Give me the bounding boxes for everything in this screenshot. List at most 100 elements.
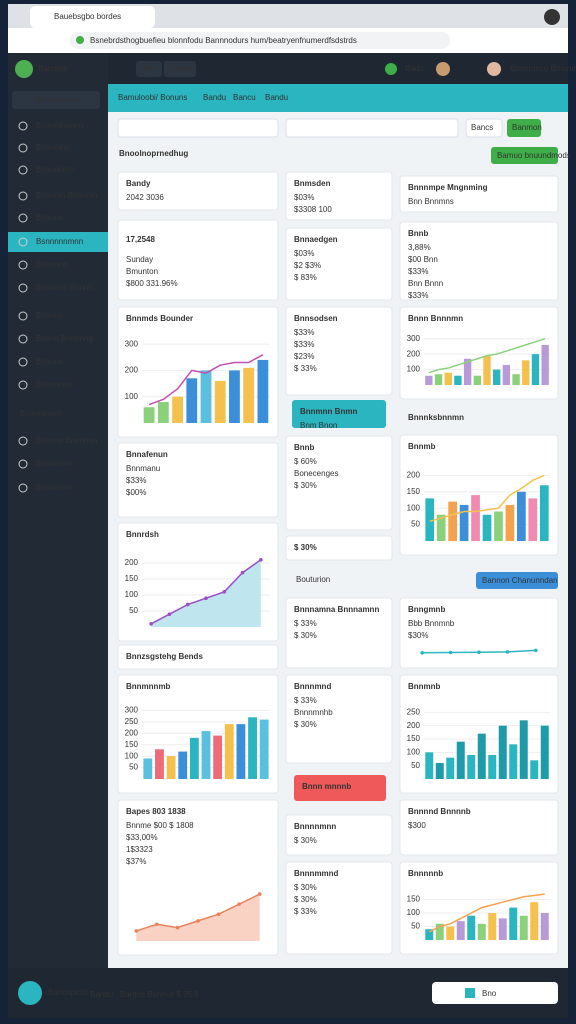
top-tab[interactable] [164,61,196,77]
bar [531,354,540,385]
card-text: $33% [126,476,146,485]
y-tick-label: 100 [125,751,139,760]
card [285,306,393,396]
bar [477,923,486,940]
card-title: Bnnb [294,443,315,452]
nav-item[interactable]: Bsnnmnnnnn [36,121,83,130]
bar [540,725,549,779]
point [222,590,227,594]
nav-item[interactable]: Bsnnnnnn [36,483,72,492]
card-title: Bnnb [408,229,429,238]
nav-item[interactable]: Bsnnnnnm [36,165,75,174]
card-text: $33% [294,340,314,349]
point [240,570,245,575]
card-title: Bnnnnnb [408,869,443,878]
card-text: $03% [294,193,314,202]
y-tick-label: 100 [125,392,139,401]
tab[interactable] [30,6,155,28]
area [136,894,260,941]
card [399,597,559,669]
nav-item[interactable]: Bsnnnn [36,311,63,320]
nav-item[interactable]: Bsnnn Bnnnnng [36,334,93,343]
card-text: $800 331.96% [126,279,178,288]
y-tick-label: 200 [125,558,139,567]
url-bar[interactable] [70,32,450,49]
profile[interactable] [544,9,560,25]
bar [425,498,435,541]
card-title: Bnnsodsen [294,314,338,323]
select[interactable] [117,118,279,138]
bar [498,725,507,779]
card [117,171,279,211]
y-tick-label: 100 [407,908,421,917]
card-text: $ 30% [294,895,317,904]
card-text: $ 30% [294,631,317,640]
card-title: Bnnn mnnnb [302,782,351,791]
bar [259,719,269,779]
nav-item[interactable]: Bsnnnm Bnnmnn [36,191,97,200]
bar [473,375,481,385]
bar [446,757,455,779]
bar [224,724,234,779]
action-button[interactable] [491,147,558,164]
sidebar [8,53,108,968]
nav-item[interactable]: Bsnnnn Bnnnnnn [36,436,97,445]
nav-active [8,232,108,252]
footer-box[interactable] [432,982,558,1004]
filter-button[interactable] [507,119,541,137]
card-text: $03% [294,249,314,258]
tab-title: Bauebsgbo bordes [54,12,121,21]
top-tab[interactable] [136,61,162,77]
card [285,674,393,764]
blue-button[interactable] [476,572,558,589]
nav-item[interactable]: Bsnnnn [36,213,63,222]
bar [425,375,433,385]
nav-item[interactable]: Bsnnnn [36,357,63,366]
nav-item[interactable]: Bsnnmnn [36,143,70,152]
card[interactable] [294,775,386,801]
nav-icon [18,459,28,469]
input[interactable] [285,118,459,138]
toolbar-tab[interactable]: Bandu [203,93,226,102]
nav-icon [18,357,28,367]
trend-line [429,474,545,523]
top-tab-label: Bko [143,64,157,73]
card-title: Bnmsden [294,179,331,188]
bar [435,763,444,779]
card [285,435,393,531]
bar [243,367,255,423]
bar [467,755,476,779]
card [399,799,559,856]
card-text: 1$3323 [126,845,153,854]
y-tick-label: 200 [125,366,139,375]
bar [493,369,501,385]
nav-item[interactable]: Bsnnnnnn [36,380,72,389]
card[interactable] [292,400,386,428]
bar [528,498,538,541]
nav-icon [18,380,28,390]
sidebar-header[interactable] [12,91,100,109]
toolbar-tab[interactable]: Bandu [265,93,288,102]
nav-item[interactable]: Bsnnnnnn [36,459,72,468]
search-label: Bancs [471,123,493,132]
nav-item[interactable]: Bsnnnnn Bnnnn [36,283,93,292]
nav-item[interactable]: Bsnnnnnmnn [36,237,83,246]
card-text: Bnnnmnhb [294,708,333,717]
nav-icon [18,121,28,131]
avatar[interactable] [436,62,450,76]
nav-item[interactable]: Bsnnnnn [36,260,68,269]
bar [488,913,497,940]
search-box[interactable] [465,118,503,138]
dynamic: Bsnmnnnnn Bsnnmnnnnn Bsnnmnn Bsnnnnnm Bsnnnm… [8,91,559,956]
action-label: Bamuo bnuundmods [497,151,571,160]
bar [467,915,476,940]
toolbar-title: Bamuloobi/ Bonuns [118,93,187,102]
nav-icon [18,260,28,270]
avatar[interactable] [487,62,501,76]
bar [172,396,183,423]
toolbar-tab[interactable]: Bancu [233,93,256,102]
nav-icon [18,143,28,153]
bar [530,760,539,779]
y-tick-label: 150 [407,734,421,743]
card-text: $ 33% [294,364,317,373]
